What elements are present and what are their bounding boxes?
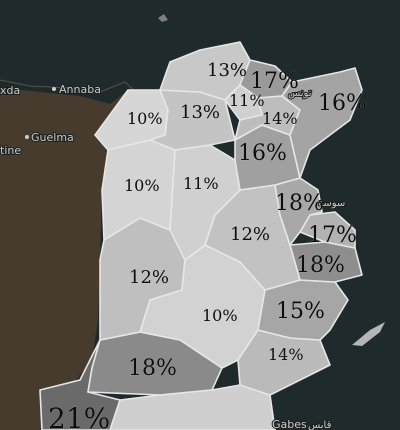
label-tozeur: 21% (48, 402, 110, 430)
label-gafsa: 18% (128, 356, 177, 381)
label-kasserine: 12% (129, 267, 169, 288)
label-nabeul: 16% (318, 91, 367, 116)
algeria-land (0, 88, 140, 430)
label-mahdia: 18% (296, 253, 345, 278)
city-gabes-ar: قابس (308, 420, 332, 430)
label-sousse: 18% (275, 191, 324, 216)
city-tunis: تونس (288, 88, 312, 99)
region-sousse[interactable] (274, 177, 323, 246)
label-kef: 10% (124, 176, 160, 195)
city-sousse: سوسة (318, 198, 345, 209)
city-skikda: xda (0, 84, 20, 97)
label-gabes-region: 14% (268, 345, 304, 364)
label-zaghouan: 16% (238, 141, 287, 166)
city-guelma: Guelma (31, 131, 74, 144)
region-nabeul[interactable] (281, 67, 363, 179)
label-monastir: 17% (308, 223, 357, 248)
label-manouba: 11% (229, 91, 265, 110)
island-galite (158, 14, 168, 22)
city-gabes: Gabes (272, 418, 307, 430)
value-labels: 13% 17% 11% 14% 16% 10% 13% 16% 10% 11% … (48, 60, 368, 430)
label-jendouba: 10% (127, 109, 163, 128)
label-ariana: 17% (250, 69, 299, 94)
city-dot-guelma (25, 135, 29, 139)
label-ben-arous: 14% (262, 109, 298, 128)
city-dot-annaba (52, 87, 56, 91)
label-bizerte: 13% (207, 60, 247, 81)
regions (39, 41, 363, 430)
label-sfax: 15% (276, 299, 325, 324)
city-constantine: tine (0, 144, 21, 157)
label-beja: 13% (180, 102, 220, 123)
region-south[interactable] (109, 384, 276, 430)
label-sidi-bouzid: 10% (202, 306, 238, 325)
label-siliana: 11% (183, 174, 219, 193)
city-labels: xda Annaba Guelma tine تونس سوسة Gabes ق… (0, 82, 346, 430)
island-kerkennah (352, 322, 385, 346)
algeria-coast (0, 79, 139, 95)
label-kairouan: 12% (230, 224, 270, 245)
city-annaba: Annaba (59, 83, 101, 96)
